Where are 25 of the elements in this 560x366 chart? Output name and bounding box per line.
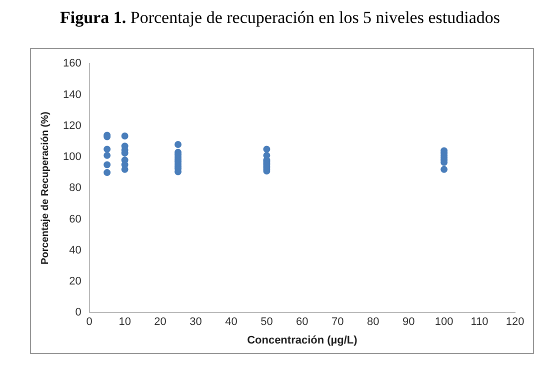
y-tick-label: 60 [69, 213, 82, 226]
x-tick-label: 0 [86, 316, 92, 328]
x-tick-label: 70 [332, 316, 344, 328]
y-tick-label: 140 [62, 88, 82, 101]
x-tick-label: 100 [434, 316, 454, 328]
y-tick-label: 40 [69, 244, 82, 256]
y-tick-label: 100 [62, 151, 82, 164]
x-tick-label: 30 [190, 316, 202, 328]
x-tick-label: 110 [470, 316, 488, 328]
x-tick-label: 120 [506, 316, 524, 328]
x-axis-title: Concentración (µg/L) [247, 334, 358, 346]
x-tick-label: 40 [225, 316, 238, 328]
x-tick-label: 20 [154, 316, 166, 328]
y-tick-label: 120 [62, 120, 82, 132]
x-tick-label: 80 [366, 316, 380, 328]
y-tick-label: 80 [69, 182, 82, 194]
x-tick-label: 60 [296, 316, 308, 328]
y-tick-label: 0 [75, 306, 82, 319]
y-tick-label: 160 [62, 58, 82, 70]
x-tick-label: 10 [118, 316, 131, 328]
y-axis-title: Porcentaje de Recuperación (%) [40, 112, 51, 265]
y-tick-label: 20 [69, 276, 82, 288]
x-tick-label: 50 [260, 316, 273, 328]
x-tick-label: 90 [402, 316, 415, 328]
chart-title: Figura 1. Porcentaje de recuperación en los 5 niveles estudiados [59, 8, 501, 28]
